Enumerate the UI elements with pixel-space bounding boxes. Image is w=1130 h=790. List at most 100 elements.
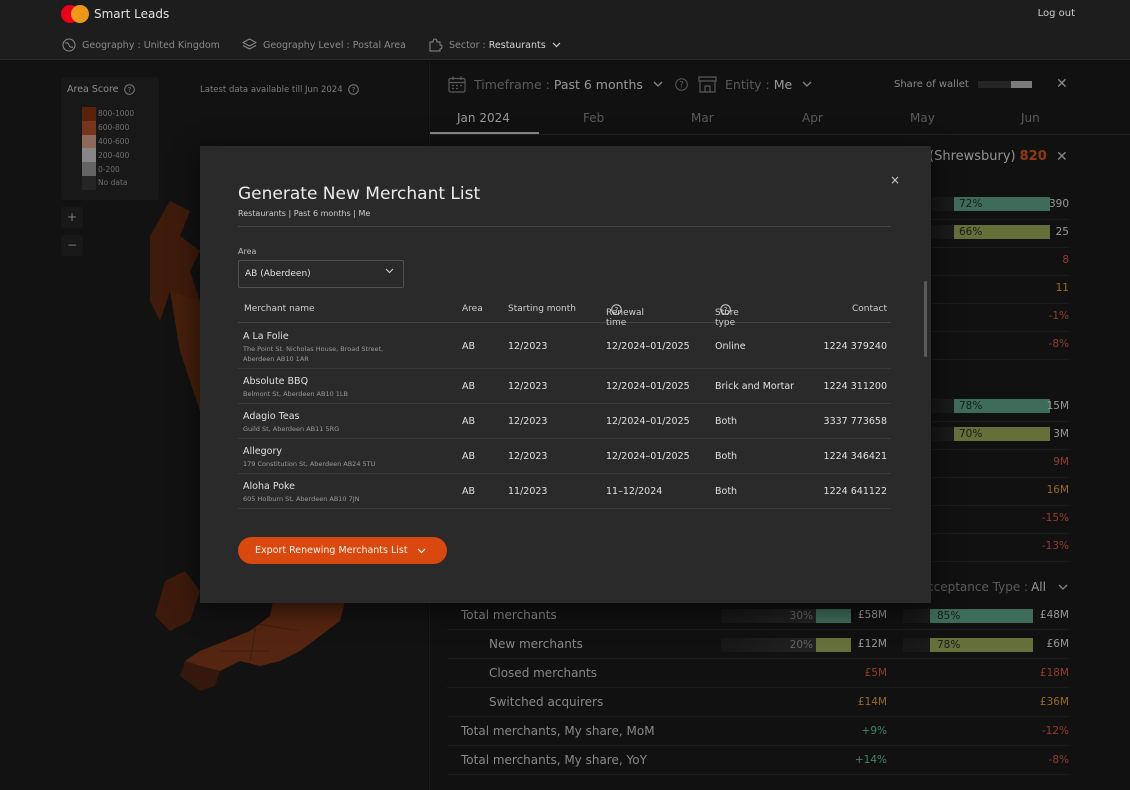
- merchant-row[interactable]: Allegory 179 Constitution St, Aberdeen AB…: [238, 439, 891, 474]
- area-select[interactable]: AB (Aberdeen): [238, 260, 404, 288]
- share-bar: 78%: [903, 638, 1033, 652]
- col-merchant-name[interactable]: Merchant name: [244, 304, 315, 314]
- entity-value: Me: [773, 77, 793, 92]
- tab-mar[interactable]: Mar: [691, 111, 714, 125]
- svg-text:?: ?: [724, 306, 728, 314]
- metric-value: £18M: [1039, 667, 1069, 679]
- brand-logo-icon: [61, 5, 89, 23]
- share-of-wallet-label: Share of wallet: [894, 79, 969, 90]
- area-select-value: AB (Aberdeen): [245, 269, 311, 279]
- tab-jun[interactable]: Jun: [1021, 111, 1040, 125]
- tab-feb[interactable]: Feb: [583, 111, 605, 125]
- calendar-icon: [448, 76, 466, 93]
- share-bar: 70%: [927, 427, 1050, 441]
- share-bar: 66%: [927, 225, 1050, 239]
- zoom-in-button[interactable]: +: [61, 207, 83, 228]
- divider: [238, 226, 891, 227]
- col-store-type[interactable]: Store type ?: [715, 304, 739, 328]
- zoom-out-button[interactable]: −: [61, 235, 83, 256]
- legend-row: 0-200: [82, 162, 134, 176]
- col-contact[interactable]: Contact: [851, 304, 887, 314]
- close-icon[interactable]: ✕: [1056, 149, 1068, 165]
- share-pct: 70%: [959, 428, 983, 440]
- help-icon[interactable]: ?: [347, 84, 359, 95]
- share-pct: 30%: [789, 610, 813, 622]
- metric-value: -8%: [1048, 754, 1069, 766]
- merchant-address: 605 Holburn St, Aberdeen AB10 7JN: [243, 495, 360, 503]
- share-of-wallet-bar[interactable]: [978, 81, 1032, 88]
- geography-filter-label: Geography : United Kingdom: [82, 39, 220, 51]
- merchant-table-header: Merchant name Area Starting month Renewa…: [238, 300, 891, 328]
- share-pct: 66%: [959, 226, 983, 238]
- metric-value: £58M: [857, 609, 887, 621]
- share-pct: 78%: [959, 400, 983, 412]
- geography-level-filter-label: Geography Level : Postal Area: [262, 39, 406, 51]
- geography-level-filter[interactable]: Geography Level : Postal Area: [241, 38, 406, 52]
- merchant-name: Allegory: [243, 446, 282, 457]
- app-name: Smart Leads: [94, 7, 170, 21]
- legend-row: 600-800: [82, 120, 134, 135]
- merchant-row[interactable]: A La Folie The Point St. Nicholas House, …: [238, 324, 891, 369]
- svg-text:?: ?: [679, 81, 684, 91]
- merchant-contact: 3337 773658: [823, 416, 887, 427]
- share-bar: 30%: [721, 609, 851, 623]
- merchant-renewal-time: 12/2024–01/2025: [606, 381, 690, 392]
- help-icon[interactable]: ?: [720, 304, 731, 315]
- export-renewing-merchants-button[interactable]: Export Renewing Merchants List: [238, 537, 447, 564]
- metric-label: Switched acquirers: [489, 695, 604, 709]
- close-icon[interactable]: ×: [890, 173, 901, 187]
- stat-value: -8%: [1048, 338, 1069, 350]
- legend-rows: 800-1000 600-800 400-600 200-400 0-200 N…: [82, 107, 134, 190]
- share-bar-fill: [954, 197, 1050, 211]
- stat-value: 3M: [1053, 428, 1069, 440]
- merchant-row[interactable]: Absolute BBQ Belmont St, Aberdeen AB10 1L…: [238, 369, 891, 404]
- tab-apr[interactable]: Apr: [802, 111, 823, 125]
- col-area[interactable]: Area: [462, 304, 483, 314]
- merchant-name: A La Folie: [243, 331, 289, 342]
- col-renewal-time[interactable]: Renewal time ?: [606, 304, 645, 328]
- help-icon[interactable]: ?: [123, 84, 135, 95]
- scrollbar[interactable]: [924, 281, 927, 357]
- help-icon[interactable]: ?: [611, 304, 622, 315]
- stat-value: 16M: [1046, 484, 1069, 496]
- chevron-down-icon: [385, 268, 394, 274]
- timeframe-dropdown[interactable]: Timeframe : Past 6 months ?: [448, 76, 688, 93]
- share-pct: 72%: [959, 198, 983, 210]
- legend-row: 200-400: [82, 148, 134, 163]
- share-bar-fill: [816, 609, 851, 623]
- svg-text:?: ?: [351, 86, 355, 94]
- modal-subtitle: Restaurants | Past 6 months | Me: [238, 209, 371, 218]
- stat-value: 9M: [1053, 456, 1069, 468]
- merchant-area: AB: [462, 381, 476, 392]
- tab-jan-2024[interactable]: Jan 2024: [457, 111, 510, 125]
- merchant-contact: 1224 346421: [823, 451, 887, 462]
- close-icon[interactable]: ✕: [1056, 76, 1068, 92]
- active-tab-indicator: [430, 132, 539, 134]
- entity-dropdown[interactable]: Entity : Me: [698, 76, 812, 93]
- merchant-contact: 1224 641122: [823, 486, 887, 497]
- share-pct: 20%: [789, 639, 813, 651]
- merchant-store-type: Both: [715, 451, 738, 462]
- tab-may[interactable]: May: [910, 111, 935, 125]
- merchant-metric-row: Closed merchants £5M £18M: [447, 659, 1069, 688]
- analytics-header: Timeframe : Past 6 months ? Entity : Me …: [430, 61, 1130, 109]
- merchant-metric-row: Total merchants 30% £58M 85% £48M: [447, 601, 1069, 630]
- merchant-row[interactable]: Adagio Teas Guild St, Aberdeen AB11 5RG AB…: [238, 404, 891, 439]
- col-starting-month[interactable]: Starting month: [508, 304, 576, 314]
- merchant-row[interactable]: Aloha Poke 605 Holburn St, Aberdeen AB10 …: [238, 474, 891, 509]
- legend-row: 400-600: [82, 134, 134, 149]
- stat-value: -15%: [1041, 512, 1069, 524]
- share-bar: 78%: [927, 399, 1050, 413]
- area-detail-title: (Shrewsbury) 820: [929, 149, 1047, 164]
- logout-link[interactable]: Log out: [1037, 8, 1075, 19]
- acceptance-type-dropdown[interactable]: cceptance Type : All: [927, 580, 1068, 594]
- geography-filter[interactable]: Geography : United Kingdom: [62, 38, 220, 52]
- share-bar-fill: [954, 399, 1050, 413]
- sector-filter[interactable]: Sector : Restaurants: [428, 38, 567, 52]
- layers-icon: [241, 38, 257, 50]
- metric-value: +14%: [854, 754, 887, 766]
- metric-label: Total merchants, My share, MoM: [461, 724, 655, 738]
- help-icon[interactable]: ?: [675, 78, 688, 91]
- share-pct: 78%: [937, 639, 961, 651]
- merchant-area: AB: [462, 341, 476, 352]
